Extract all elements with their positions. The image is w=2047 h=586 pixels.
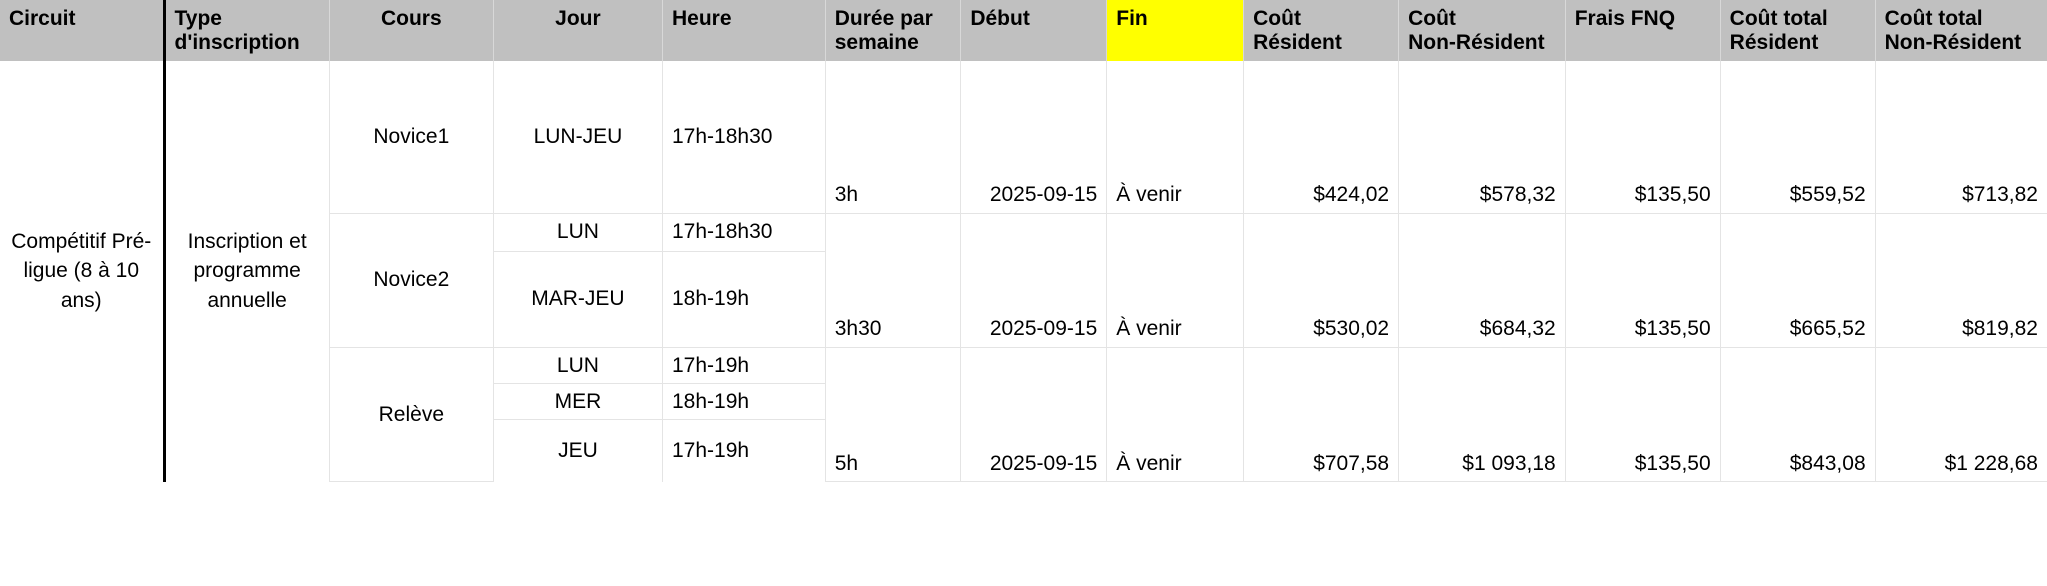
table-row: Relève LUN 17h-19h 5h 2025-09-15 À venir… bbox=[0, 347, 2047, 483]
table-row: Compétitif Pré-ligue (8 à 10 ans) Inscri… bbox=[0, 61, 2047, 482]
header-cours[interactable]: Cours bbox=[329, 0, 494, 62]
cell-cours[interactable]: Relève bbox=[329, 347, 494, 483]
cell-heure[interactable]: 17h-18h30 bbox=[662, 213, 826, 252]
table-header-row: Circuit Type d'inscription Cours Jour He… bbox=[0, 0, 2047, 62]
header-heure[interactable]: Heure bbox=[662, 0, 826, 62]
cell-total-non-resident[interactable]: $819,82 bbox=[1875, 213, 2047, 348]
cell-heure[interactable]: 17h-18h30 bbox=[662, 61, 826, 214]
cell-total-non-resident[interactable]: $713,82 bbox=[1875, 61, 2047, 214]
cell-jour[interactable]: LUN bbox=[493, 347, 664, 384]
cell-fin[interactable]: À venir bbox=[1106, 347, 1245, 483]
cell-circuit[interactable]: Compétitif Pré-ligue (8 à 10 ans) bbox=[0, 61, 166, 482]
cell-cout-resident[interactable]: $530,02 bbox=[1243, 213, 1400, 348]
cell-heure[interactable]: 17h-19h bbox=[662, 347, 826, 384]
cell-jour[interactable]: MAR-JEU bbox=[493, 251, 664, 348]
cell-jour[interactable]: LUN bbox=[493, 213, 664, 252]
cell-cout-resident[interactable]: $424,02 bbox=[1243, 61, 1400, 214]
cell-frais-fnq[interactable]: $135,50 bbox=[1565, 213, 1721, 348]
cell-debut[interactable]: 2025-09-15 bbox=[960, 61, 1108, 214]
cell-heure[interactable]: 17h-19h bbox=[662, 419, 826, 482]
header-circuit[interactable]: Circuit bbox=[0, 0, 166, 62]
cell-debut[interactable]: 2025-09-15 bbox=[960, 213, 1108, 348]
cell-heure[interactable]: 18h-19h bbox=[662, 251, 826, 348]
cell-jour[interactable]: LUN-JEU bbox=[493, 61, 664, 214]
header-jour[interactable]: Jour bbox=[493, 0, 664, 62]
cell-cours[interactable]: Novice1 bbox=[329, 61, 494, 214]
cell-debut[interactable]: 2025-09-15 bbox=[960, 347, 1108, 483]
table-row: JEU 17h-19h bbox=[0, 419, 2047, 482]
cell-fin[interactable]: À venir bbox=[1106, 61, 1245, 214]
table-row: MAR-JEU 18h-19h bbox=[0, 251, 2047, 348]
cell-type-inscription[interactable]: Inscription et programme annuelle bbox=[164, 61, 330, 482]
cell-total-resident[interactable]: $843,08 bbox=[1720, 347, 1876, 483]
cell-jour[interactable]: JEU bbox=[493, 419, 664, 482]
table-row: MER 18h-19h bbox=[0, 383, 2047, 421]
header-fin[interactable]: Fin bbox=[1106, 0, 1245, 62]
course-pricing-table: Circuit Type d'inscription Cours Jour He… bbox=[0, 0, 2047, 483]
header-cout-total-resident[interactable]: Coût total Résident bbox=[1720, 0, 1876, 62]
cell-total-resident[interactable]: $559,52 bbox=[1720, 61, 1876, 214]
cell-frais-fnq[interactable]: $135,50 bbox=[1565, 61, 1721, 214]
header-debut[interactable]: Début bbox=[960, 0, 1108, 62]
cell-total-resident[interactable]: $665,52 bbox=[1720, 213, 1876, 348]
cell-frais-fnq[interactable]: $135,50 bbox=[1565, 347, 1721, 483]
cell-cout-non-resident[interactable]: $578,32 bbox=[1398, 61, 1566, 214]
cell-total-non-resident[interactable]: $1 228,68 bbox=[1875, 347, 2047, 483]
cell-duree[interactable]: 3h bbox=[825, 61, 962, 214]
header-cout-total-non-resident[interactable]: Coût total Non-Résident bbox=[1875, 0, 2047, 62]
cell-cout-non-resident[interactable]: $1 093,18 bbox=[1398, 347, 1566, 483]
cell-duree[interactable]: 5h bbox=[825, 347, 962, 483]
header-duree-par-semaine[interactable]: Durée par semaine bbox=[825, 0, 962, 62]
header-cout-resident[interactable]: Coût Résident bbox=[1243, 0, 1400, 62]
cell-heure[interactable]: 18h-19h bbox=[662, 383, 826, 421]
header-cout-non-resident[interactable]: Coût Non-Résident bbox=[1398, 0, 1566, 62]
cell-jour[interactable]: MER bbox=[493, 383, 664, 421]
header-frais-fnq[interactable]: Frais FNQ bbox=[1565, 0, 1721, 62]
table-row: Novice2 LUN 17h-18h30 3h30 2025-09-15 À … bbox=[0, 213, 2047, 348]
cell-fin[interactable]: À venir bbox=[1106, 213, 1245, 348]
cell-duree[interactable]: 3h30 bbox=[825, 213, 962, 348]
cell-cout-non-resident[interactable]: $684,32 bbox=[1398, 213, 1566, 348]
cell-cout-resident[interactable]: $707,58 bbox=[1243, 347, 1400, 483]
header-type-inscription[interactable]: Type d'inscription bbox=[164, 0, 330, 62]
cell-cours[interactable]: Novice2 bbox=[329, 213, 494, 348]
